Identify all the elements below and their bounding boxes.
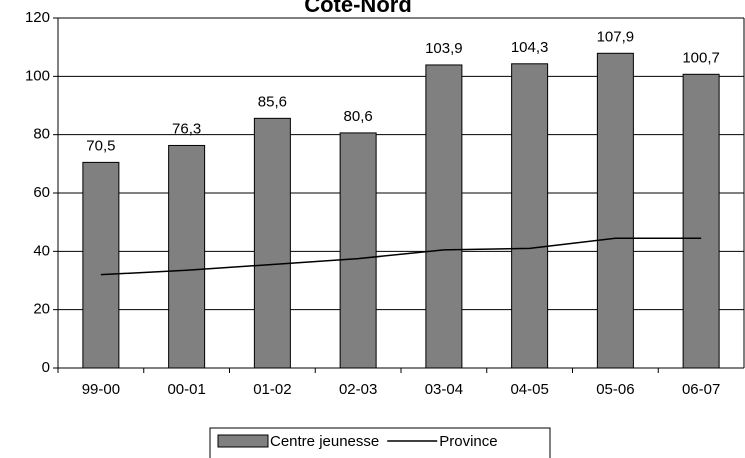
legend-swatch — [217, 434, 269, 448]
x-tick-label: 02-03 — [339, 381, 377, 398]
legend-label: Province — [439, 433, 497, 450]
y-tick-label: 80 — [33, 126, 50, 143]
data-label: 104,3 — [511, 39, 549, 56]
data-label: 100,7 — [682, 49, 720, 66]
bar — [425, 64, 463, 369]
y-tick-label: 0 — [42, 359, 50, 376]
bar — [168, 144, 206, 369]
x-tick-label: 06-07 — [682, 381, 720, 398]
legend-label: Centre jeunesse — [270, 433, 379, 450]
data-label: 70,5 — [86, 137, 115, 154]
chart-title: Côte-Nord — [304, 0, 412, 17]
data-label: 103,9 — [425, 40, 463, 57]
bar — [682, 73, 720, 369]
x-tick-label: 04-05 — [510, 381, 548, 398]
bar — [596, 52, 634, 369]
x-tick-label: 00-01 — [167, 381, 205, 398]
data-label: 80,6 — [344, 108, 373, 125]
bar — [511, 63, 549, 369]
data-label: 76,3 — [172, 120, 201, 137]
x-tick-label: 99-00 — [82, 381, 120, 398]
data-label: 85,6 — [258, 93, 287, 110]
line — [100, 237, 702, 276]
y-tick-label: 20 — [33, 301, 50, 318]
y-tick-label: 100 — [25, 67, 50, 84]
bar — [253, 117, 291, 369]
x-tick-label: 05-06 — [596, 381, 634, 398]
y-tick-label: 120 — [25, 9, 50, 26]
y-tick-label: 40 — [33, 242, 50, 259]
x-tick-label: 01-02 — [253, 381, 291, 398]
bar — [82, 161, 120, 369]
y-tick-label: 60 — [33, 184, 50, 201]
x-tick-label: 03-04 — [425, 381, 463, 398]
data-label: 107,9 — [597, 28, 635, 45]
bar — [339, 132, 377, 369]
